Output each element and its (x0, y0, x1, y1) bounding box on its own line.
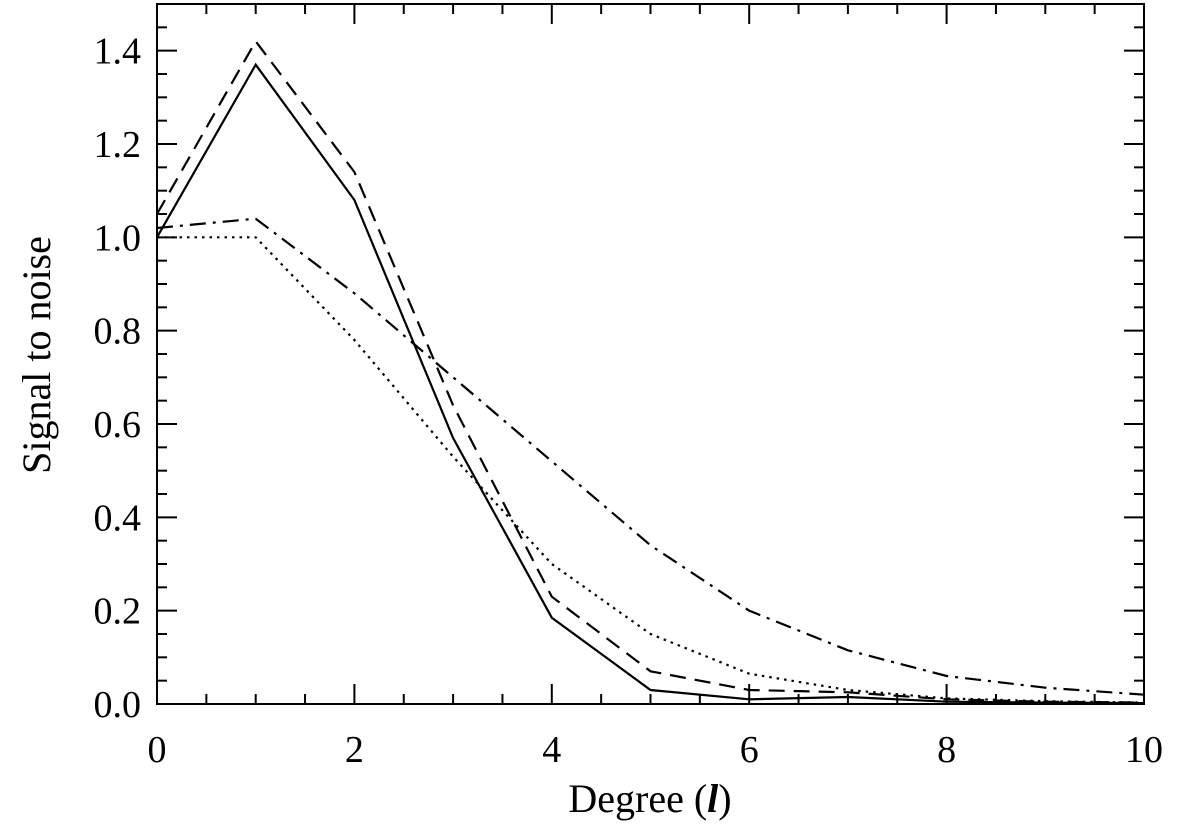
x-tick-label: 10 (1125, 729, 1163, 771)
series-lines (156, 39, 1145, 705)
x-tick-label: 4 (542, 729, 561, 771)
y-tick-label: 0.4 (94, 497, 142, 539)
series-line-dotted (157, 236, 1145, 704)
x-axis-title-symbol: l (707, 776, 719, 821)
x-axis-title: Degree (l) (568, 776, 731, 821)
y-tick-label: 0.0 (94, 684, 142, 726)
x-axis-title-prefix: Degree ( (568, 776, 707, 821)
series-line-solid (156, 62, 1145, 705)
minor-ticks (157, 3, 1144, 704)
x-tick-label: 0 (148, 729, 167, 771)
series-line-dashed (156, 39, 1145, 704)
plot-border (156, 3, 1145, 705)
x-tick-label: 2 (345, 729, 364, 771)
y-axis-title: Signal to noise (14, 236, 59, 474)
x-tick-labels: 0 2 4 6 8 10 (148, 729, 1164, 771)
y-tick-label: 0.8 (94, 311, 142, 353)
x-tick-label: 8 (937, 729, 956, 771)
plot-frame (156, 3, 1145, 705)
major-ticks (156, 4, 1145, 705)
y-tick-label: 0.2 (94, 591, 142, 633)
y-tick-labels: 0.0 0.2 0.4 0.6 0.8 1.0 1.2 1.4 (94, 31, 142, 726)
y-tick-label: 1.2 (94, 124, 142, 166)
y-tick-label: 0.6 (94, 404, 142, 446)
x-tick-label: 6 (740, 729, 759, 771)
x-axis-title-suffix: ) (718, 776, 731, 821)
y-tick-label: 1.0 (94, 217, 142, 259)
y-tick-label: 1.4 (94, 31, 142, 73)
series-line-dashdot (156, 217, 1145, 696)
